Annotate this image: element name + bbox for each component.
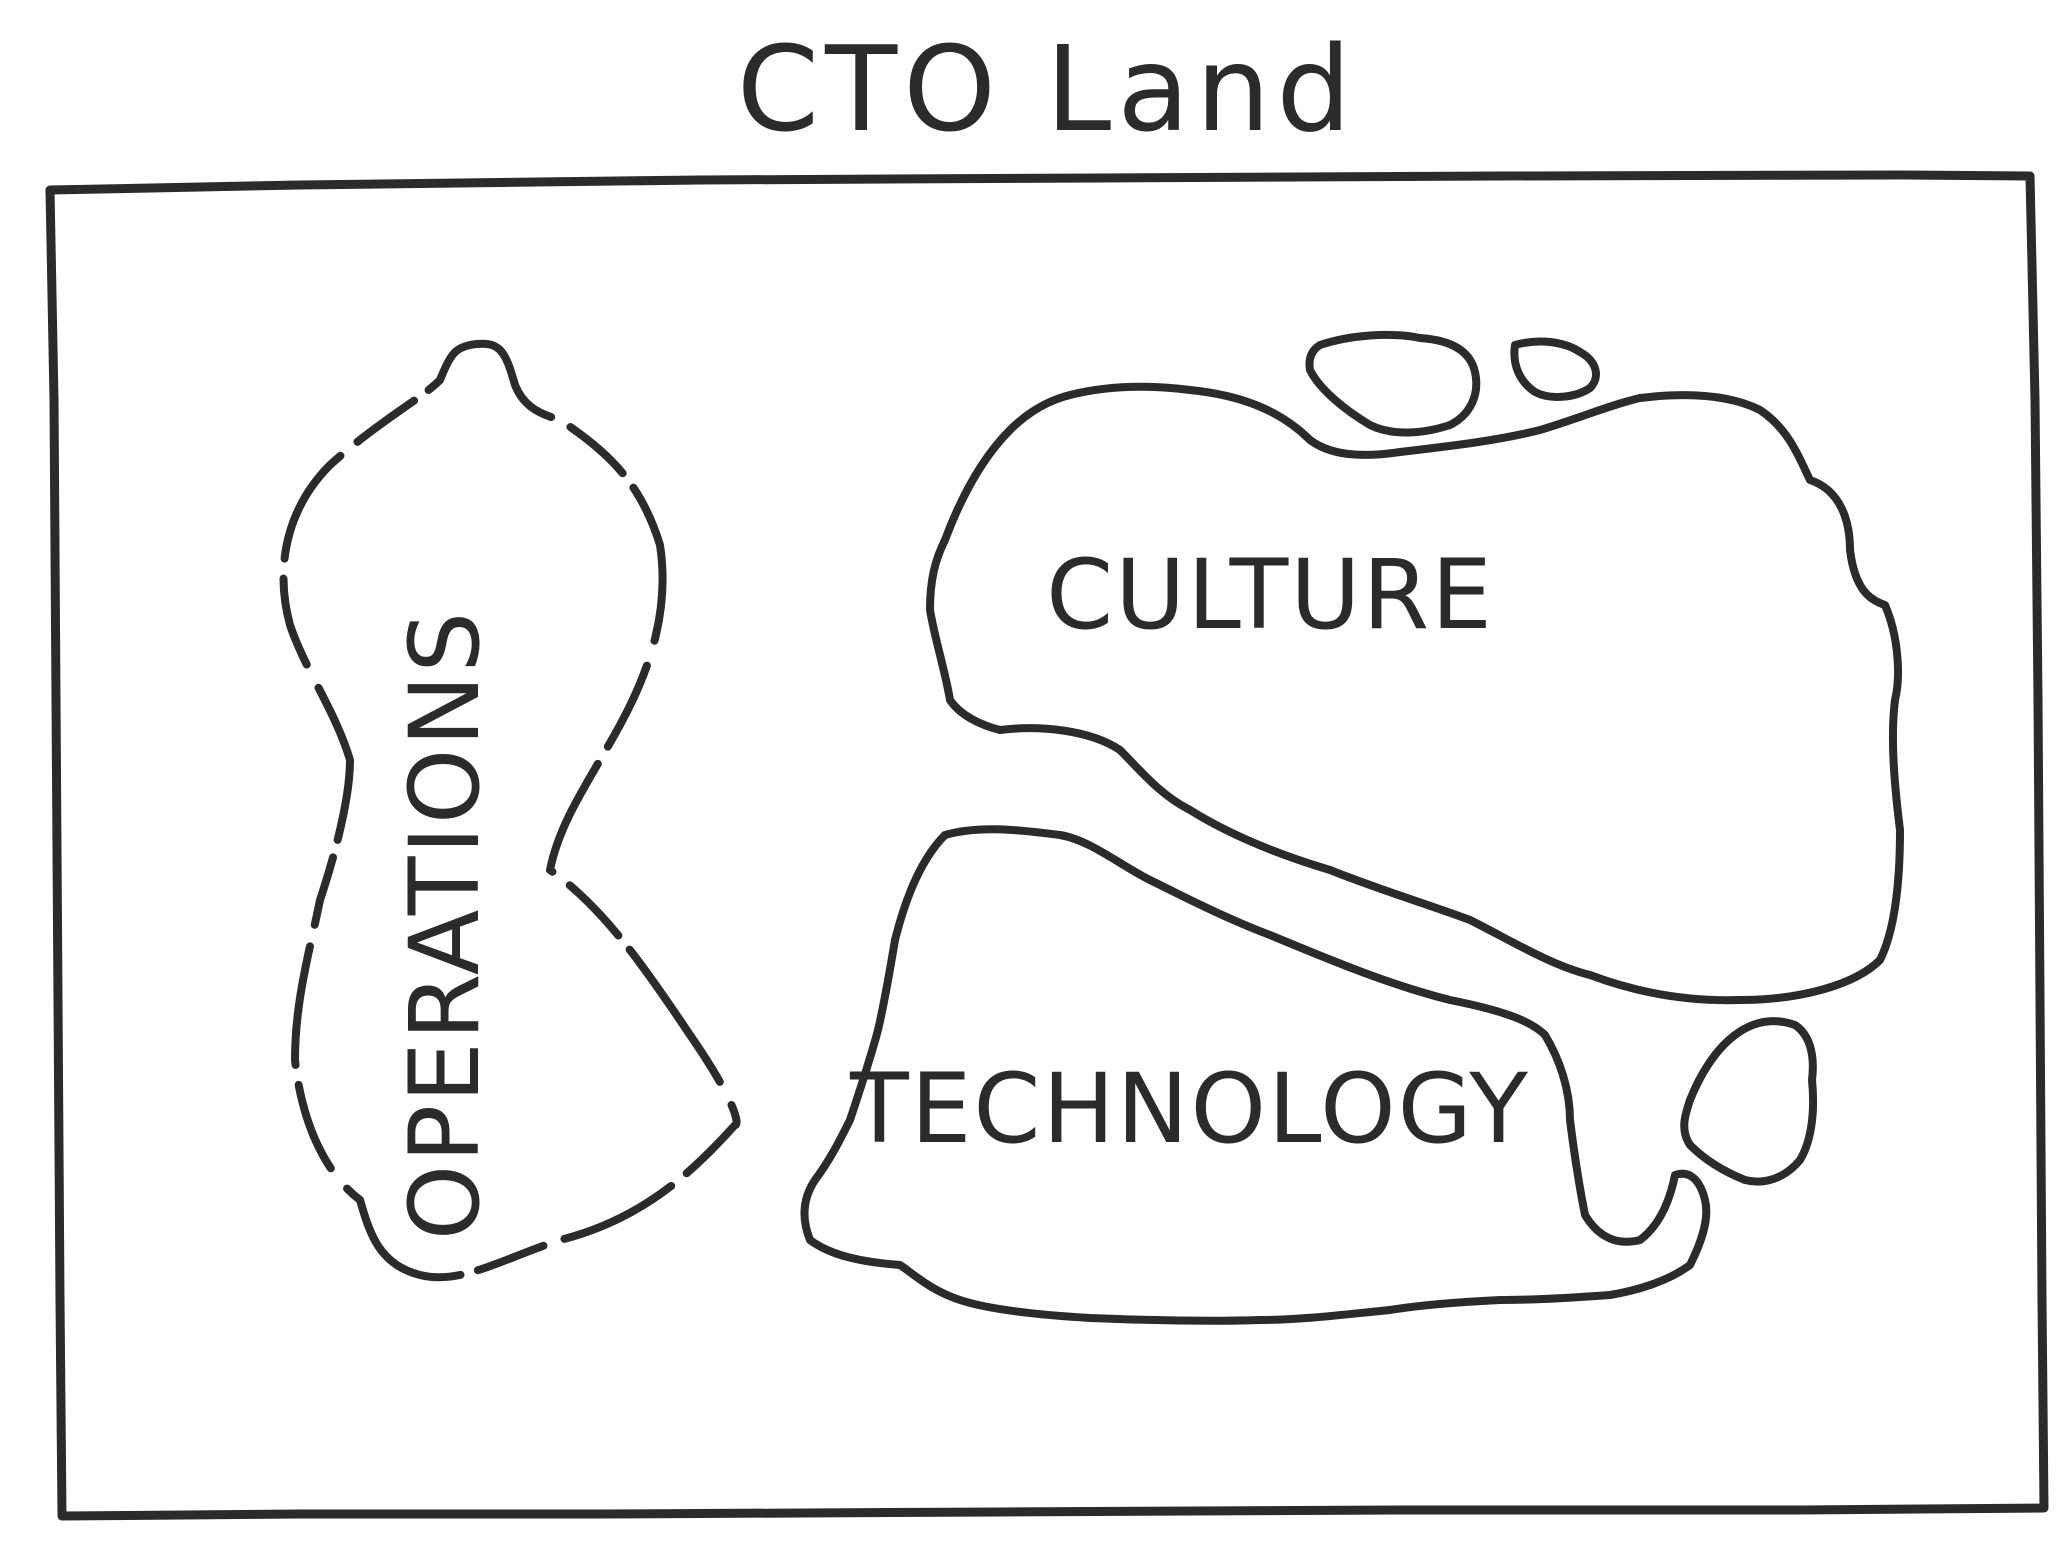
label-culture: CULTURE [1046, 539, 1494, 651]
islet-east [1680, 1017, 1818, 1186]
island-technology: TECHNOLOGY [800, 825, 1711, 1325]
label-operations: OPERATIONS [389, 610, 501, 1240]
label-technology: TECHNOLOGY [849, 1053, 1530, 1165]
culture-coast [926, 382, 1904, 1005]
map-title: CTO Land [737, 20, 1358, 158]
island-culture: CULTURE [926, 382, 1904, 1005]
islet-north-2 [1510, 337, 1600, 401]
island-operations: OPERATIONS [279, 339, 741, 1282]
technology-coast [800, 825, 1711, 1325]
operations-coast [279, 339, 741, 1282]
islet-north-1 [1305, 330, 1481, 437]
map-frame [45, 170, 2049, 1521]
